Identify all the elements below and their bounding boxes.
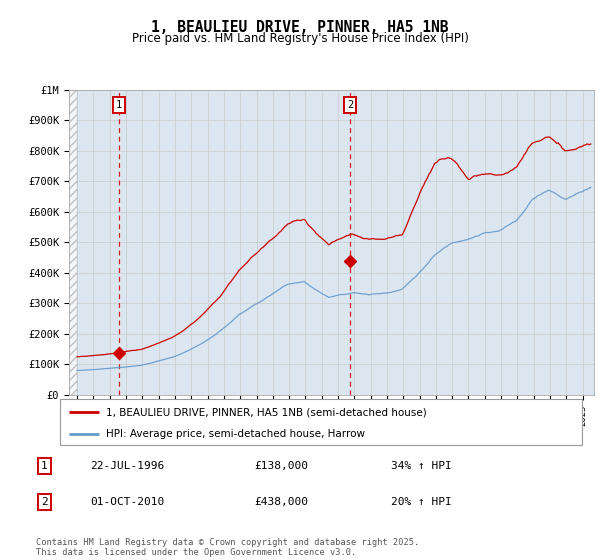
Text: HPI: Average price, semi-detached house, Harrow: HPI: Average price, semi-detached house,… [106, 429, 365, 438]
Text: Price paid vs. HM Land Registry's House Price Index (HPI): Price paid vs. HM Land Registry's House … [131, 32, 469, 45]
Text: 2: 2 [347, 100, 353, 110]
Text: Contains HM Land Registry data © Crown copyright and database right 2025.
This d: Contains HM Land Registry data © Crown c… [36, 538, 419, 557]
Text: 34% ↑ HPI: 34% ↑ HPI [391, 461, 452, 471]
Text: 1: 1 [116, 100, 122, 110]
Text: 1, BEAULIEU DRIVE, PINNER, HA5 1NB (semi-detached house): 1, BEAULIEU DRIVE, PINNER, HA5 1NB (semi… [106, 407, 427, 417]
Text: £438,000: £438,000 [254, 497, 308, 507]
Text: 20% ↑ HPI: 20% ↑ HPI [391, 497, 452, 507]
Text: 2: 2 [41, 497, 47, 507]
Text: 01-OCT-2010: 01-OCT-2010 [91, 497, 165, 507]
Text: 22-JUL-1996: 22-JUL-1996 [91, 461, 165, 471]
Text: 1, BEAULIEU DRIVE, PINNER, HA5 1NB: 1, BEAULIEU DRIVE, PINNER, HA5 1NB [151, 20, 449, 35]
Text: 1: 1 [41, 461, 47, 471]
Text: £138,000: £138,000 [254, 461, 308, 471]
